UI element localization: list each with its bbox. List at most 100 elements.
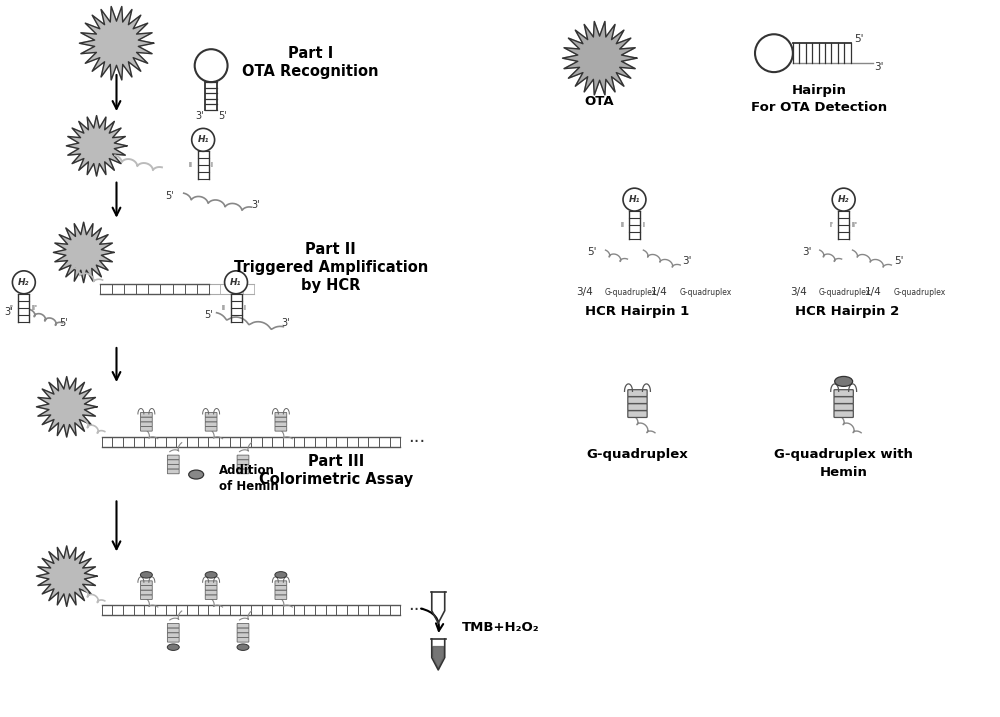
FancyBboxPatch shape [140, 595, 152, 599]
Text: 5': 5' [218, 111, 227, 121]
Text: G-quadruplex: G-quadruplex [819, 288, 871, 297]
Polygon shape [66, 115, 127, 176]
FancyBboxPatch shape [140, 586, 152, 590]
Text: Part II: Part II [305, 242, 356, 257]
Text: G-quadruplex: G-quadruplex [587, 448, 688, 461]
Polygon shape [36, 546, 97, 607]
Circle shape [623, 188, 646, 211]
FancyBboxPatch shape [834, 389, 853, 397]
Text: 3/4: 3/4 [790, 288, 807, 298]
Text: Part III: Part III [308, 454, 364, 469]
FancyBboxPatch shape [167, 469, 179, 474]
FancyBboxPatch shape [237, 465, 249, 469]
FancyBboxPatch shape [205, 595, 217, 599]
FancyBboxPatch shape [167, 637, 179, 642]
FancyBboxPatch shape [237, 469, 249, 474]
Text: HCR Hairpin 1: HCR Hairpin 1 [585, 305, 690, 318]
Text: I': I' [10, 305, 13, 310]
FancyBboxPatch shape [628, 389, 647, 397]
Text: 3': 3' [802, 247, 812, 257]
FancyBboxPatch shape [237, 628, 249, 632]
FancyBboxPatch shape [237, 624, 249, 628]
Text: II: II [189, 162, 193, 168]
Text: 3/4: 3/4 [576, 288, 593, 298]
FancyBboxPatch shape [275, 590, 287, 595]
Circle shape [12, 271, 35, 294]
FancyBboxPatch shape [140, 590, 152, 595]
Text: OTA Recognition: OTA Recognition [242, 64, 379, 79]
Text: ...: ... [408, 428, 426, 446]
FancyBboxPatch shape [237, 637, 249, 642]
Ellipse shape [275, 571, 287, 578]
Text: H₁: H₁ [230, 277, 242, 287]
Text: 5': 5' [165, 191, 174, 201]
FancyBboxPatch shape [275, 581, 287, 585]
Ellipse shape [189, 470, 204, 479]
FancyBboxPatch shape [237, 455, 249, 460]
Text: II: II [222, 305, 226, 310]
Text: I: I [243, 305, 245, 310]
Text: TMB+H₂O₂: TMB+H₂O₂ [462, 622, 540, 635]
Text: G-quadruplex with: G-quadruplex with [774, 448, 913, 461]
FancyBboxPatch shape [205, 412, 217, 417]
Text: Hairpin: Hairpin [791, 84, 846, 97]
FancyBboxPatch shape [628, 404, 647, 411]
Circle shape [832, 188, 855, 211]
FancyBboxPatch shape [140, 427, 152, 431]
FancyBboxPatch shape [205, 427, 217, 431]
Text: II: II [620, 222, 624, 228]
Text: G-quadruplex: G-quadruplex [893, 288, 946, 297]
Ellipse shape [237, 644, 249, 650]
Text: ...: ... [408, 596, 426, 614]
FancyBboxPatch shape [275, 427, 287, 431]
FancyBboxPatch shape [834, 397, 853, 404]
FancyBboxPatch shape [205, 581, 217, 585]
Polygon shape [79, 6, 154, 80]
Text: 3': 3' [196, 111, 204, 121]
FancyBboxPatch shape [205, 590, 217, 595]
Ellipse shape [835, 376, 853, 386]
Ellipse shape [205, 571, 217, 578]
Text: Part I: Part I [288, 46, 333, 61]
FancyBboxPatch shape [205, 417, 217, 422]
Ellipse shape [167, 644, 179, 650]
Text: 3': 3' [4, 307, 13, 317]
Text: 5': 5' [894, 257, 903, 267]
Text: 3': 3' [252, 199, 260, 209]
FancyBboxPatch shape [140, 422, 152, 427]
FancyBboxPatch shape [167, 455, 179, 460]
Polygon shape [562, 22, 637, 95]
Text: Triggered Amplification: Triggered Amplification [234, 260, 428, 275]
FancyBboxPatch shape [140, 581, 152, 585]
FancyBboxPatch shape [628, 411, 647, 417]
Text: by HCR: by HCR [301, 277, 360, 293]
FancyBboxPatch shape [275, 422, 287, 427]
FancyBboxPatch shape [237, 633, 249, 637]
Text: Addition: Addition [219, 464, 275, 477]
Text: II': II' [31, 305, 37, 310]
Text: H₂: H₂ [838, 195, 849, 204]
FancyBboxPatch shape [167, 460, 179, 465]
Text: G-quadruplex: G-quadruplex [679, 288, 732, 297]
Polygon shape [36, 376, 97, 437]
FancyBboxPatch shape [834, 411, 853, 417]
Text: 1/4: 1/4 [651, 288, 668, 298]
Text: 3': 3' [683, 257, 692, 267]
FancyBboxPatch shape [140, 412, 152, 417]
FancyBboxPatch shape [237, 460, 249, 465]
Text: 3': 3' [875, 62, 884, 72]
Circle shape [225, 271, 247, 294]
Ellipse shape [140, 571, 152, 578]
Text: H₂: H₂ [18, 277, 30, 287]
FancyBboxPatch shape [167, 624, 179, 628]
FancyBboxPatch shape [167, 628, 179, 632]
Text: Hemin: Hemin [820, 466, 868, 479]
Circle shape [192, 128, 215, 151]
Text: I: I [642, 222, 644, 228]
Text: 5': 5' [855, 34, 864, 44]
Text: For OTA Detection: For OTA Detection [751, 102, 887, 115]
FancyBboxPatch shape [167, 465, 179, 469]
FancyBboxPatch shape [205, 422, 217, 427]
Text: 3': 3' [282, 318, 290, 328]
Text: H₁: H₁ [629, 195, 640, 204]
